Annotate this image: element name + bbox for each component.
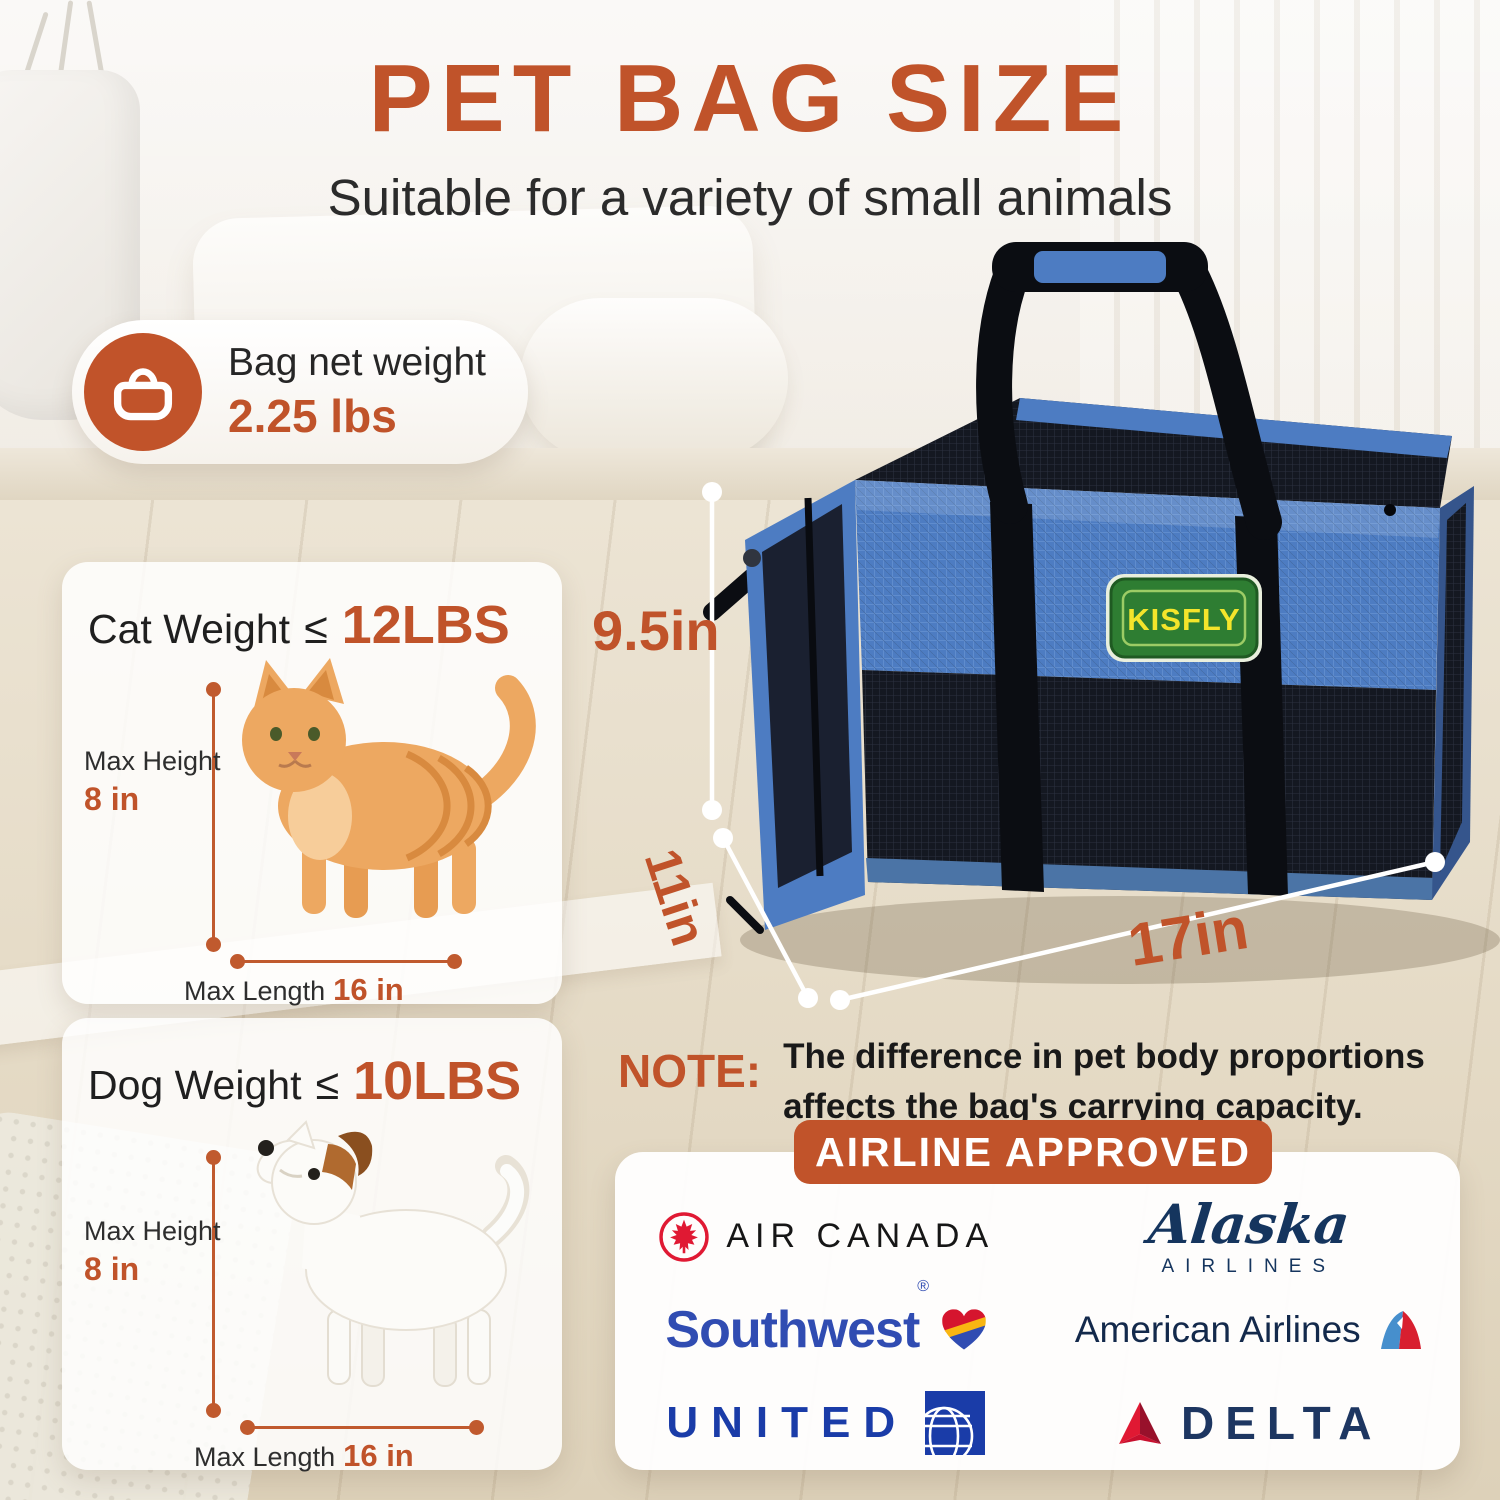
cat-weight-label: Cat Weight (88, 606, 291, 652)
cat-size-panel: Cat Weight ≤ 12LBS (62, 562, 562, 1007)
delta-triangle-icon (1119, 1402, 1161, 1445)
cat-height-measure-line (206, 682, 221, 952)
less-equal-symbol: ≤ (315, 1061, 340, 1109)
dog-max-length: Max Length 16 in (194, 1438, 414, 1473)
dog-weight-heading: Dog Weight ≤ 10LBS (88, 1050, 521, 1112)
airline-logo-air-canada: AIR CANADA (615, 1190, 1038, 1283)
note-label: NOTE: (618, 1045, 762, 1097)
less-equal-symbol: ≤ (304, 605, 328, 653)
airline-logo-delta: DELTA (1038, 1377, 1461, 1470)
handbag-icon (84, 333, 202, 451)
brand-patch: KISFLY (1106, 574, 1262, 662)
page-subtitle: Suitable for a variety of small animals (327, 169, 1173, 226)
dog-max-height: Max Height 8 in (84, 1216, 221, 1288)
bag-net-weight-badge: Bag net weight 2.25 lbs (72, 320, 528, 464)
cat-weight-value: 12LBS (341, 595, 510, 655)
cat-weight-heading: Cat Weight ≤ 12LBS (88, 594, 510, 656)
dog-height-measure-line (206, 1150, 221, 1418)
bolster-pillow (520, 298, 788, 460)
pet-carrier-photo: KISFLY (703, 242, 1500, 984)
bag-height-label: 9.5in (592, 599, 720, 662)
page-title: PET BAG SIZE (368, 45, 1132, 152)
note-block: NOTE: The difference in pet body proport… (618, 1032, 1448, 1131)
airline-logo-united: UNITED (615, 1377, 1038, 1470)
bag-measurement-lines (702, 482, 1445, 1010)
cat-length-measure-line (230, 954, 462, 969)
airline-logo-grid: AIR CANADA Alaska AIRLINES Southwest® (615, 1190, 1460, 1470)
wall-slats (1080, 0, 1500, 480)
brand-name: KISFLY (1127, 602, 1240, 637)
eagle-icon (1380, 1310, 1421, 1349)
bag-net-weight-label: Bag net weight (228, 340, 487, 384)
note-text: The difference in pet body proportions a… (783, 1037, 1425, 1126)
maple-leaf-icon (659, 1211, 710, 1262)
heart-icon (942, 1309, 986, 1350)
cat-max-height: Max Height 8 in (84, 746, 221, 818)
cat-photo (242, 658, 536, 918)
airline-approved-badge: AIRLINE APPROVED (794, 1120, 1272, 1184)
globe-icon (924, 1391, 986, 1457)
cat-max-length: Max Length 16 in (184, 972, 404, 1007)
airline-logo-american-airlines: American Airlines (1038, 1283, 1461, 1376)
dog-weight-value: 10LBS (353, 1051, 522, 1111)
bag-net-weight-value: 2.25 lbs (228, 389, 397, 442)
airline-approved-card (615, 1152, 1460, 1470)
dog-weight-label: Dog Weight (88, 1062, 302, 1108)
dog-length-measure-line (240, 1420, 484, 1435)
airline-logo-southwest: Southwest® (615, 1278, 1038, 1376)
dog-photo (256, 1120, 530, 1387)
airline-logo-alaska: Alaska AIRLINES (1145, 1192, 1353, 1278)
dog-size-panel: Dog Weight ≤ 10LBS Max Height (62, 1018, 562, 1473)
